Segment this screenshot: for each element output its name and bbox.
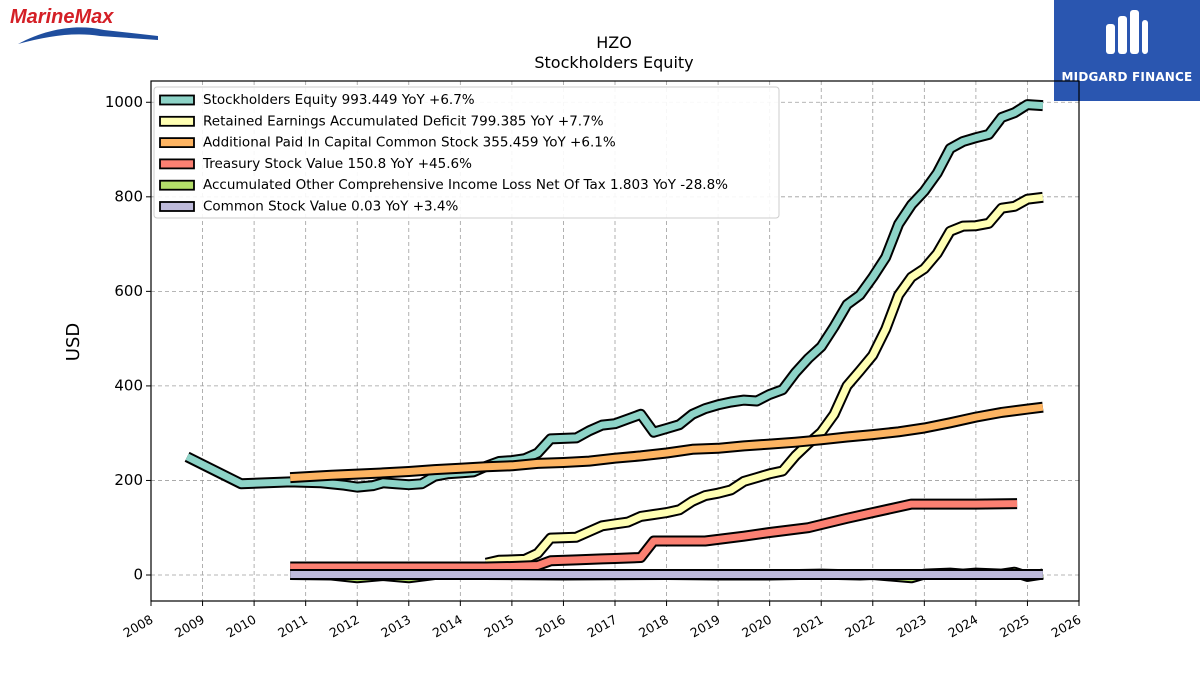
x-tick-label: 2024 [945, 612, 980, 641]
legend-swatch [159, 179, 195, 191]
x-tick-label: 2023 [894, 612, 929, 641]
y-tick-label: 600 [114, 282, 143, 300]
y-tick-label: 0 [133, 566, 143, 584]
midgard-finance-logo: MIDGARD FINANCE [1054, 0, 1200, 101]
legend-label: Accumulated Other Comprehensive Income L… [203, 177, 728, 193]
x-tick-label: 2015 [481, 612, 516, 641]
chart-title: HZO [596, 33, 632, 52]
series-2 [484, 191, 1044, 569]
y-axis-label: USD [63, 323, 84, 361]
legend-swatch [159, 94, 195, 106]
y-tick-label: 800 [114, 187, 143, 205]
series-3 [289, 401, 1044, 484]
marinemax-logo-text: MarineMax [10, 6, 114, 28]
legend-swatch [159, 115, 195, 127]
x-tick-label: 2011 [275, 612, 310, 641]
series-line [485, 193, 1044, 567]
x-tick-label: 2014 [430, 612, 465, 641]
series-4 [290, 498, 1018, 573]
series-line [185, 101, 1044, 491]
x-tick-label: 2021 [791, 612, 826, 641]
marinemax-logo: MarineMax [8, 6, 168, 46]
x-tick-label: 2009 [172, 612, 207, 641]
legend-label: Treasury Stock Value 150.8 YoY +45.6% [202, 156, 472, 172]
legend-box [153, 86, 780, 219]
y-axis-ticks: 0 200 400 600 800 1000 [105, 93, 151, 584]
legend-label: Stockholders Equity 993.449 YoY +6.7% [203, 92, 475, 108]
x-tick-label: 2018 [636, 612, 671, 641]
x-tick-label: 2020 [739, 612, 774, 641]
y-tick-label: 400 [114, 376, 143, 394]
x-tick-label: 2008 [120, 612, 155, 641]
legend-label: Additional Paid In Capital Common Stock … [203, 135, 616, 151]
legend: Stockholders Equity 993.449 YoY +6.7% Ret… [153, 86, 780, 219]
x-tick-label: 2017 [584, 612, 619, 641]
y-tick-label: 1000 [105, 93, 143, 111]
legend-label: Common Stock Value 0.03 YoY +3.4% [203, 199, 458, 215]
x-tick-label: 2019 [688, 612, 723, 641]
x-tick-label: 2012 [327, 612, 362, 641]
x-axis-ticks: 2008 2009 2010 2011 2012 2013 2014 2015 2016 2017… [120, 601, 1084, 641]
series-line [290, 403, 1044, 482]
y-tick-label: 200 [114, 471, 143, 489]
legend-swatch [159, 137, 195, 149]
series-layer [184, 99, 1044, 584]
legend-label: Retained Earnings Accumulated Deficit 79… [203, 113, 604, 129]
x-tick-label: 2016 [533, 612, 568, 641]
series-1 [184, 99, 1044, 493]
x-tick-label: 2025 [997, 612, 1032, 641]
legend-swatch [159, 158, 195, 170]
x-tick-label: 2013 [378, 612, 413, 641]
x-tick-label: 2022 [842, 612, 877, 641]
series-line [290, 500, 1018, 571]
midgard-finance-brand-text: MIDGARD FINANCE [1061, 70, 1193, 84]
legend-swatch [159, 201, 195, 212]
chart-subtitle: Stockholders Equity [534, 53, 693, 72]
x-tick-label: 2010 [224, 612, 259, 641]
x-tick-label: 2026 [1048, 612, 1083, 641]
